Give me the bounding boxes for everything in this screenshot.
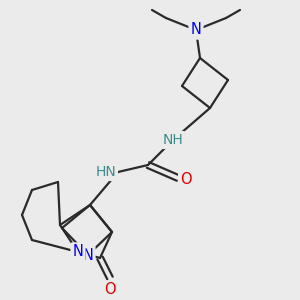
Text: N: N	[73, 244, 83, 260]
Text: N: N	[190, 22, 201, 38]
Text: HN: HN	[95, 165, 116, 179]
Text: O: O	[104, 283, 116, 298]
Text: N: N	[82, 248, 93, 262]
Text: NH: NH	[163, 133, 183, 147]
Text: O: O	[180, 172, 192, 188]
